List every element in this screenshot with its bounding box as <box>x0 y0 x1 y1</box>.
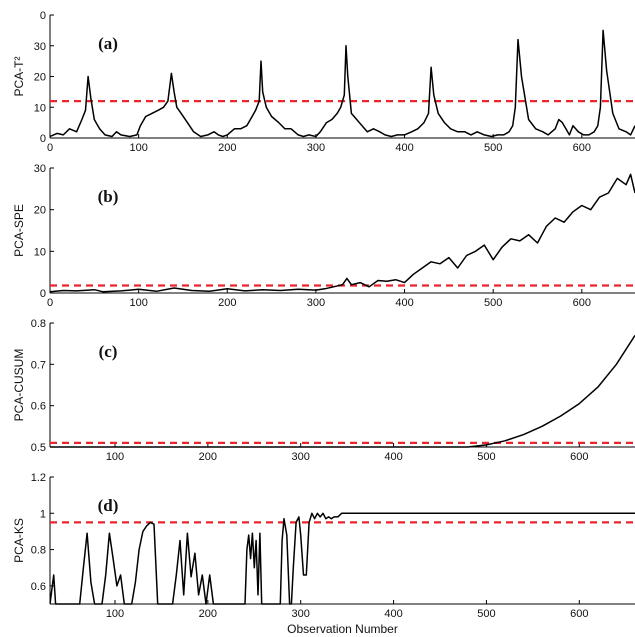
x-tick-label: 0 <box>47 297 53 309</box>
y-tick-label: 1.2 <box>31 472 46 484</box>
x-tick-label: 200 <box>218 297 236 309</box>
series-line <box>50 334 635 448</box>
y-tick-label: 1 <box>40 508 46 520</box>
x-tick-label: 100 <box>129 297 147 309</box>
y-tick-label: 0 <box>40 288 46 300</box>
x-tick-label: 500 <box>477 608 495 620</box>
x-tick-label: 100 <box>129 142 147 154</box>
x-tick-label: 500 <box>477 451 495 463</box>
x-axis-label: Observation Number <box>287 622 398 636</box>
y-tick-label: 0 <box>40 133 46 145</box>
y-tick-label: 30 <box>34 41 46 53</box>
y-tick-label: 0.8 <box>31 318 46 330</box>
x-tick-label: 200 <box>199 608 217 620</box>
x-tick-label: 100 <box>106 608 124 620</box>
y-axis-label: PCA-SPE <box>12 204 26 257</box>
y-tick-label: 10 <box>34 246 46 258</box>
series-line <box>50 173 635 293</box>
x-tick-label: 600 <box>573 297 591 309</box>
x-tick-label: 500 <box>484 142 502 154</box>
panel-3: 0.5 0.6 0.7 0.8 100 200 300 400 500 600 PCA-CUSUM (… <box>12 318 635 463</box>
y-tick-label: 30 <box>34 163 46 175</box>
panel-4: 0.6 0.8 1 1.2 100 200 300 400 500 600 PCA-KS (d) Obs… <box>12 472 635 636</box>
x-tick-label: 300 <box>307 297 325 309</box>
x-tick-label: 300 <box>292 608 310 620</box>
y-tick-label: 0.6 <box>31 581 46 593</box>
y-tick-label: 0 <box>40 10 46 22</box>
panel-label: (d) <box>98 496 119 515</box>
x-tick-label: 200 <box>199 451 217 463</box>
y-tick-label: 0.7 <box>31 359 46 371</box>
y-axis-label: PCA-KS <box>12 518 26 563</box>
x-tick-label: 400 <box>384 608 402 620</box>
x-tick-label: 300 <box>307 142 325 154</box>
y-tick-label: 10 <box>34 102 46 114</box>
x-tick-label: 500 <box>484 297 502 309</box>
y-tick-label: 0.6 <box>31 401 46 413</box>
x-tick-label: 400 <box>384 451 402 463</box>
y-tick-label: 20 <box>34 205 46 217</box>
y-tick-label: 0.8 <box>31 545 46 557</box>
y-axis-label: PCA-T² <box>12 57 26 97</box>
x-tick-label: 400 <box>395 142 413 154</box>
x-tick-label: 0 <box>47 142 53 154</box>
x-tick-label: 600 <box>570 451 588 463</box>
series-line <box>50 29 635 138</box>
y-axis-label: PCA-CUSUM <box>12 349 26 422</box>
panel-label: (b) <box>98 187 119 206</box>
x-tick-label: 200 <box>218 142 236 154</box>
x-tick-label: 600 <box>570 608 588 620</box>
y-tick-label: 20 <box>34 72 46 84</box>
series-line <box>50 512 635 605</box>
y-tick-label: 0.5 <box>31 442 46 454</box>
x-tick-label: 400 <box>395 297 413 309</box>
panel-label: (a) <box>98 34 118 53</box>
panel-label: (c) <box>99 342 118 361</box>
x-tick-label: 100 <box>106 451 124 463</box>
x-tick-label: 300 <box>292 451 310 463</box>
x-tick-label: 600 <box>573 142 591 154</box>
